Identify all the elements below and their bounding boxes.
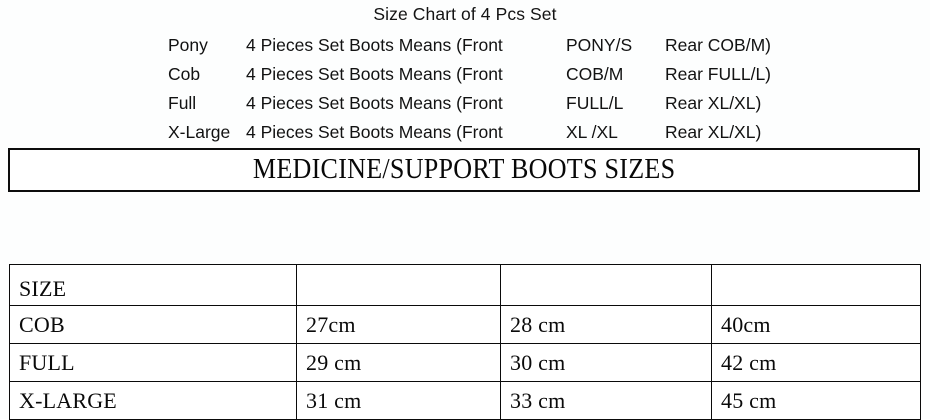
description-main-text: 4 Pieces Set Boots Means (Front	[246, 35, 503, 55]
description-size-label: Cob	[168, 64, 201, 84]
table-row: X-LARGE 31 cm 33 cm 45 cm	[9, 381, 921, 420]
cell-size-name: COB	[9, 305, 297, 344]
description-main-text: 4 Pieces Set Boots Means (Front	[246, 93, 503, 113]
description-front-size: FULL/L	[566, 93, 624, 113]
cell-measurement-3: 42 cm	[711, 343, 921, 382]
description-size-label: X-Large	[168, 122, 231, 142]
description-front-size: XL /XL	[566, 122, 618, 142]
column-header-size: SIZE	[9, 264, 297, 306]
cell-size-name: X-LARGE	[9, 381, 297, 420]
description-rear-size: Rear FULL/L)	[665, 64, 772, 84]
cell-measurement-2: 28 cm	[500, 305, 712, 344]
cell-size-name: FULL	[9, 343, 297, 382]
cell-measurement-2: 30 cm	[500, 343, 712, 382]
description-size-label: Full	[168, 93, 197, 113]
description-main-text: 4 Pieces Set Boots Means (Front	[246, 122, 503, 142]
table-row: FULL 29 cm 30 cm 42 cm	[9, 343, 921, 382]
banner-box: MEDICINE/SUPPORT BOOTS SIZES	[8, 148, 920, 192]
description-main-text: 4 Pieces Set Boots Means (Front	[246, 64, 503, 84]
cell-measurement-1: 27cm	[296, 305, 501, 344]
cell-measurement-2: 33 cm	[500, 381, 712, 420]
table-header-row: SIZE	[9, 264, 921, 306]
table-row: COB 27cm 28 cm 40cm	[9, 305, 921, 344]
column-header-2	[296, 264, 501, 306]
description-row-pony: Pony 4 Pieces Set Boots Means (Front PON…	[0, 31, 930, 60]
size-table: SIZE COB 27cm 28 cm 40cm FULL 29 cm 30 c…	[9, 264, 921, 420]
description-rear-size: Rear COB/M)	[665, 35, 771, 55]
description-row-cob: Cob 4 Pieces Set Boots Means (Front COB/…	[0, 60, 930, 89]
description-front-size: PONY/S	[566, 35, 633, 55]
column-header-3	[500, 264, 712, 306]
cell-measurement-3: 40cm	[711, 305, 921, 344]
description-front-size: COB/M	[566, 64, 624, 84]
description-row-x-large: X-Large 4 Pieces Set Boots Means (Front …	[0, 118, 930, 147]
column-header-4	[711, 264, 921, 306]
description-row-full: Full 4 Pieces Set Boots Means (Front FUL…	[0, 89, 930, 118]
description-rear-size: Rear XL/XL)	[665, 122, 762, 142]
description-rear-size: Rear XL/XL)	[665, 93, 762, 113]
page-title: Size Chart of 4 Pcs Set	[373, 4, 557, 24]
cell-measurement-1: 31 cm	[296, 381, 501, 420]
banner-title: MEDICINE/SUPPORT BOOTS SIZES	[252, 154, 676, 185]
description-block: Pony 4 Pieces Set Boots Means (Front PON…	[0, 31, 930, 147]
cell-measurement-3: 45 cm	[711, 381, 921, 420]
cell-measurement-1: 29 cm	[296, 343, 501, 382]
description-size-label: Pony	[168, 35, 208, 55]
